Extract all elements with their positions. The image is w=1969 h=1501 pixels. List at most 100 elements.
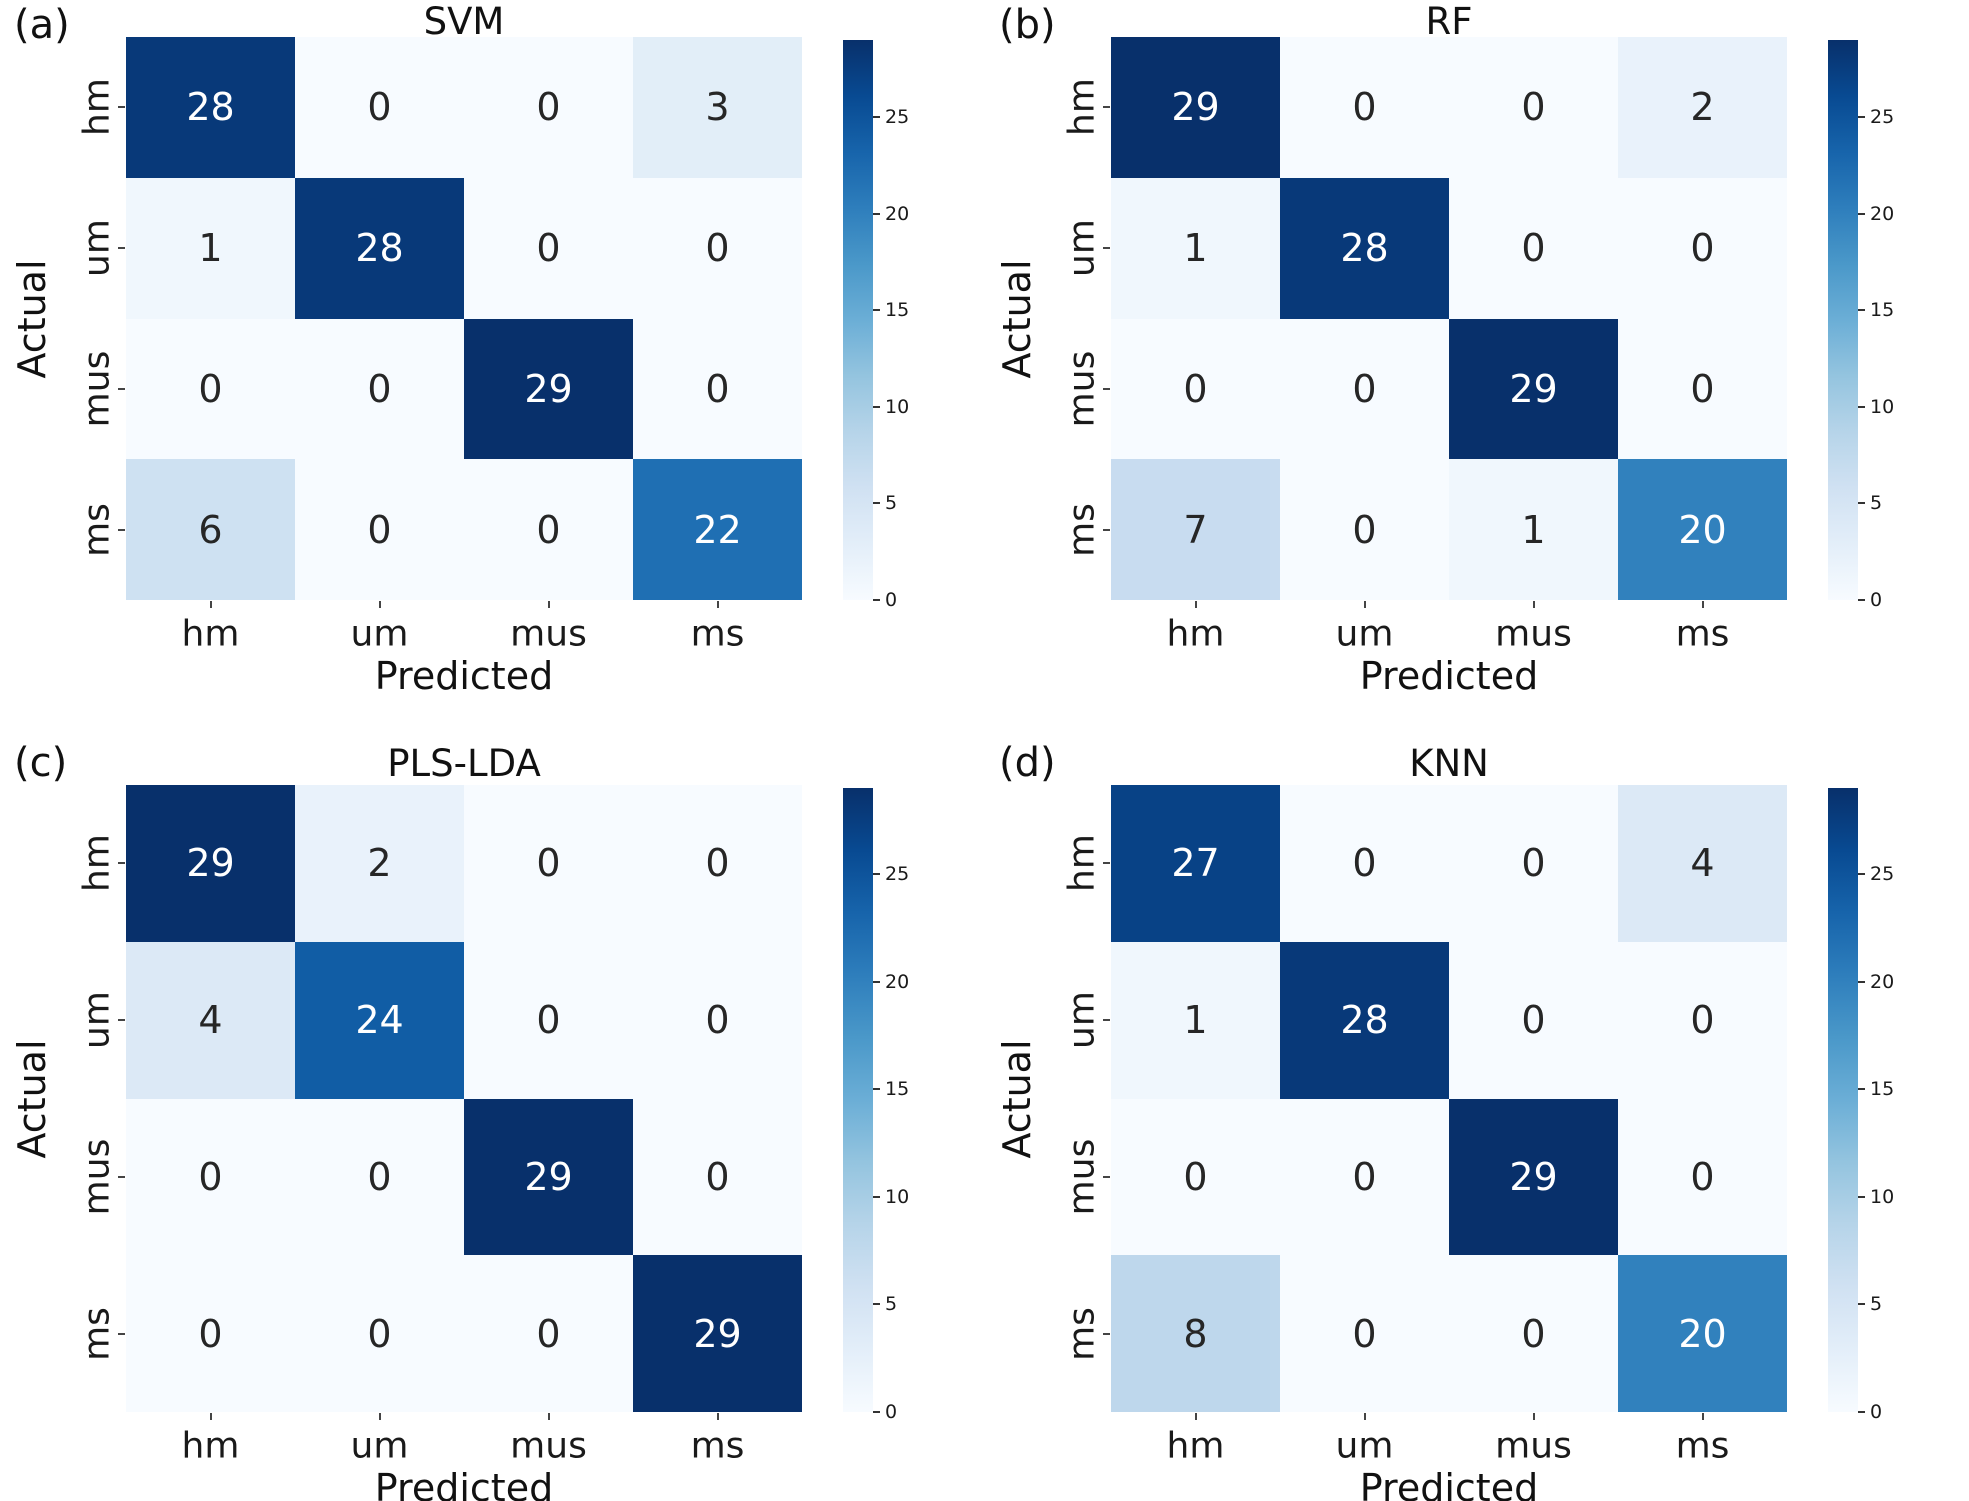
x-tick-label: mus (1495, 613, 1572, 655)
x-tick-mark (378, 1413, 381, 1420)
y-tick-mark (118, 528, 125, 531)
heatmap-cell: 29 (1111, 37, 1280, 178)
heatmap-cell: 28 (1280, 177, 1449, 319)
panel-pls-lda: (c) PLS-LDA Actual 29 2 0 0 4 24 0 0 0 0 29 0 0 0 0 29 … (0, 600, 985, 1501)
x-tick-mark (378, 601, 381, 608)
x-axis-title: Predicted (1359, 654, 1539, 698)
x-tick-mark (1194, 1413, 1197, 1420)
x-tick-label: um (350, 613, 409, 655)
heatmap-cell: 0 (1280, 785, 1449, 942)
panel-title: KNN (1409, 742, 1489, 785)
panel-title: PLS-LDA (387, 742, 541, 785)
x-tick-mark (1701, 1413, 1704, 1420)
heatmap-cell: 6 (126, 459, 295, 600)
heatmap-cell: 0 (633, 1098, 802, 1256)
heatmap-cell: 22 (633, 459, 802, 600)
colorbar-tick-mark (1858, 1303, 1865, 1306)
heatmap-cell: 0 (1449, 785, 1618, 942)
x-tick-label: mus (510, 1425, 587, 1467)
x-axis-title: Predicted (1359, 1466, 1539, 1501)
heatmap-cell: 0 (464, 1255, 633, 1412)
colorbar-tick-mark (873, 1303, 880, 1306)
heatmap-cell: 0 (126, 318, 295, 460)
colorbar-tick-label: 20 (1870, 970, 1895, 993)
panel-title: RF (1425, 0, 1473, 43)
colorbar-tick-mark (1858, 502, 1865, 505)
heatmap-cell: 0 (1280, 1255, 1449, 1412)
colorbar-tick-label: 10 (1870, 1185, 1895, 1208)
x-tick-label: ms (690, 1425, 745, 1467)
colorbar-tick-label: 5 (1870, 1293, 1883, 1316)
colorbar-tick-label: 10 (885, 1185, 910, 1208)
panel-knn: (d) KNN Actual 27 0 0 4 1 28 0 0 0 0 29 0 8 0 0 20 Pred… (985, 600, 1969, 1501)
heatmap-cell: 27 (1111, 785, 1280, 942)
panel-title: SVM (423, 0, 505, 43)
x-tick-label: hm (181, 613, 240, 655)
heatmap-cell: 0 (1449, 1255, 1618, 1412)
x-tick-label: mus (510, 613, 587, 655)
heatmap-cell: 0 (1280, 37, 1449, 178)
colorbar-tick-label: 10 (885, 395, 910, 418)
y-axis-title: Actual (10, 1038, 54, 1159)
heatmap-cell: 0 (295, 37, 464, 178)
heatmap-cell: 0 (295, 318, 464, 460)
y-tick-mark (1103, 862, 1110, 865)
x-tick-label: hm (181, 1425, 240, 1467)
colorbar-tick-mark (873, 1195, 880, 1198)
heatmap-cell: 0 (1449, 177, 1618, 319)
heatmap-cell: 20 (1618, 459, 1787, 600)
heatmap-cell: 2 (295, 785, 464, 942)
y-tick-label: ms (76, 1306, 118, 1361)
y-tick-label: mus (1061, 350, 1103, 428)
heatmap-cell: 0 (1618, 177, 1787, 319)
x-tick-label: hm (1166, 1425, 1225, 1467)
colorbar-tick-label: 0 (885, 589, 898, 611)
panel-letter: (a) (14, 2, 70, 48)
heatmap-cell: 0 (464, 459, 633, 600)
y-tick-mark (1103, 247, 1110, 250)
panel-letter: (d) (999, 740, 1056, 786)
colorbar-tick-label: 15 (885, 299, 910, 322)
y-tick-mark (118, 387, 125, 390)
x-tick-label: ms (1675, 1425, 1730, 1467)
colorbar-tick-label: 5 (1870, 492, 1883, 515)
heatmap-grid: 27 0 0 4 1 28 0 0 0 0 29 0 8 0 0 20 (1111, 785, 1787, 1412)
heatmap-cell: 1 (126, 177, 295, 319)
x-tick-mark (209, 601, 212, 608)
heatmap-cell: 1 (1111, 177, 1280, 319)
heatmap-cell: 0 (1449, 941, 1618, 1099)
x-tick-mark (547, 601, 550, 608)
x-tick-label: mus (1495, 1425, 1572, 1467)
heatmap-cell: 4 (126, 941, 295, 1099)
heatmap-cell: 0 (295, 1255, 464, 1412)
x-tick-mark (1194, 601, 1197, 608)
colorbar: 0 5 10 15 20 25 (1828, 40, 1894, 611)
colorbar-tick-label: 10 (1870, 395, 1895, 418)
colorbar-tick-label: 25 (885, 106, 910, 129)
panel-letter: (b) (999, 2, 1056, 48)
colorbar-tick-mark (873, 1411, 880, 1413)
y-tick-label: hm (1061, 834, 1103, 893)
colorbar-tick-mark (873, 502, 880, 505)
y-tick-label: um (1061, 219, 1103, 278)
x-tick-mark (547, 1413, 550, 1420)
colorbar-tick-mark (873, 980, 880, 983)
y-tick-label: mus (76, 1138, 118, 1216)
y-axis-title: Actual (995, 1038, 1039, 1159)
x-tick-mark (209, 1413, 212, 1420)
panel-svm: (a) SVM Actual 28 0 0 3 1 28 0 0 0 0 29 0 6 0 0 22 Pred… (0, 0, 985, 698)
y-tick-mark (1103, 1332, 1110, 1335)
colorbar: 0 5 10 15 20 25 (843, 788, 909, 1423)
y-tick-mark (1103, 1019, 1110, 1022)
y-tick-mark (118, 1175, 125, 1178)
colorbar-tick-label: 20 (1870, 202, 1895, 225)
colorbar-tick-mark (873, 599, 880, 601)
heatmap-cell: 28 (1280, 941, 1449, 1099)
colorbar-tick-mark (1858, 212, 1865, 215)
y-tick-label: mus (76, 350, 118, 428)
heatmap-cell: 0 (464, 785, 633, 942)
y-axis-title: Actual (10, 258, 54, 379)
heatmap-cell: 0 (633, 177, 802, 319)
heatmap-cell: 0 (126, 1098, 295, 1256)
heatmap-cell: 1 (1111, 941, 1280, 1099)
